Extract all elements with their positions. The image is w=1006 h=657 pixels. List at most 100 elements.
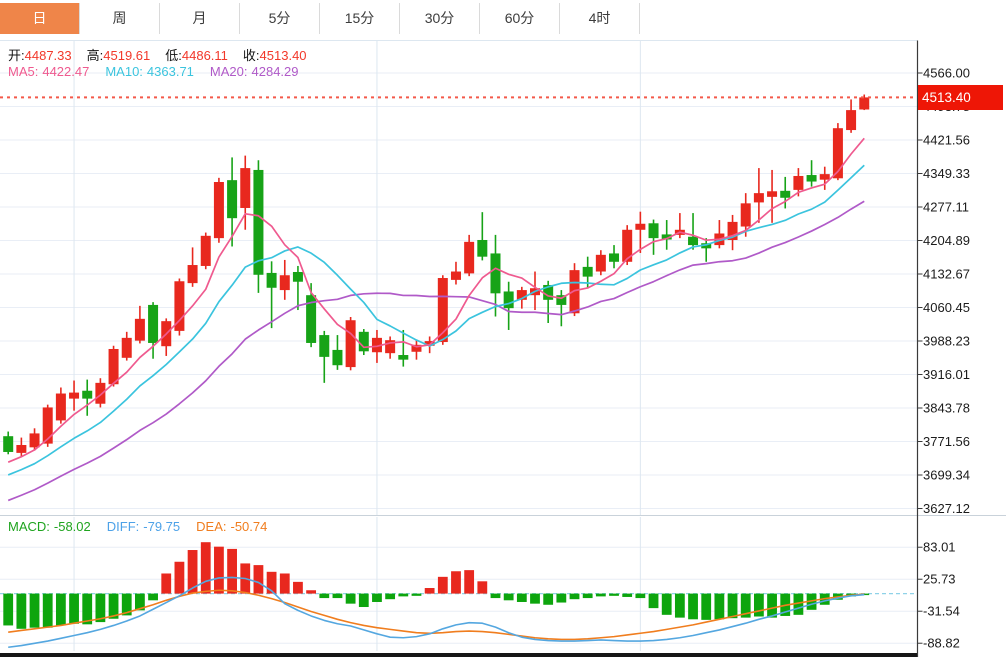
candle-body <box>253 169 264 275</box>
macd-bar <box>214 546 224 594</box>
candle-body <box>780 190 791 198</box>
tab-month[interactable]: 月 <box>160 3 240 34</box>
tab-30min[interactable]: 30分 <box>400 3 480 34</box>
candle-body <box>16 445 27 453</box>
candle-body <box>793 175 804 190</box>
tab-day[interactable]: 日 <box>0 3 80 34</box>
y-axis-tick-label: 3988.23 <box>923 333 970 348</box>
candle-body <box>411 344 422 352</box>
candle-body <box>648 223 659 239</box>
candle-body <box>753 193 764 203</box>
macd-bar <box>622 593 633 597</box>
tab-15min[interactable]: 15分 <box>320 3 400 34</box>
macd-bar <box>516 593 527 602</box>
macd-bar <box>266 571 277 594</box>
candle-body <box>213 182 224 239</box>
y-axis-tick-label: 3843.78 <box>923 401 970 416</box>
ma5-label: MA5: <box>8 64 39 79</box>
tab-5min[interactable]: 5分 <box>240 3 320 34</box>
macd-bar <box>648 593 659 609</box>
macd-bar <box>227 548 237 594</box>
candle-body <box>42 407 53 444</box>
macd-bar <box>530 593 540 604</box>
y-axis-tick-label: 4349.33 <box>923 166 970 181</box>
candle-body <box>806 175 817 182</box>
macd-bar <box>451 571 461 594</box>
candle-body <box>319 335 330 357</box>
candle-body <box>240 168 251 208</box>
y-axis-tick-label: 4204.89 <box>923 233 970 248</box>
macd-bar <box>16 593 27 629</box>
y-axis-tick-label: 4132.67 <box>923 267 970 282</box>
macd-bar <box>411 593 422 596</box>
macd-bar <box>688 593 698 620</box>
y-axis-tick-label: 4277.11 <box>923 200 969 215</box>
macd-axis-tick-label: -88.82 <box>923 636 960 651</box>
candle-body <box>29 433 40 448</box>
diff-label: DIFF: <box>106 519 140 534</box>
candle-body <box>701 243 712 249</box>
candle-body <box>424 341 435 346</box>
high-label: 高: <box>86 48 104 63</box>
macd-bar <box>279 573 290 594</box>
candle-body <box>82 390 93 399</box>
dea-value: -50.74 <box>230 519 268 534</box>
ma10-label: MA10: <box>105 64 143 79</box>
tab-week[interactable]: 周 <box>80 3 160 34</box>
candle-body <box>358 331 369 352</box>
macd-bar <box>95 593 106 623</box>
candle-body <box>582 266 593 277</box>
macd-bar <box>503 593 514 601</box>
macd-bar <box>767 593 777 618</box>
macd-bar <box>609 593 619 596</box>
macd-bar <box>358 593 369 608</box>
candle-body <box>266 272 277 288</box>
y-axis-tick-label: 4421.56 <box>923 132 970 147</box>
macd-bar <box>161 573 172 594</box>
candle-body <box>292 271 303 282</box>
candle-body <box>464 241 475 274</box>
macd-label: MACD: <box>8 519 50 534</box>
tab-4hour[interactable]: 4时 <box>560 3 640 34</box>
macd-bar <box>121 593 132 616</box>
ma10-value: 4363.71 <box>146 64 194 79</box>
candle-body <box>345 320 356 368</box>
candle-body <box>859 97 870 110</box>
macd-bar <box>174 561 185 594</box>
ohlc-readout: 开:4487.33 高:4519.61 低:4486.11 收:4513.40 <box>8 45 322 64</box>
y-axis-tick-label: 3627.12 <box>923 501 970 516</box>
ma5-line <box>7 137 865 463</box>
bottom-border <box>0 653 917 657</box>
candle-body <box>200 235 211 266</box>
timeframe-tabs: 日 周 月 5分 15分 30分 60分 4时 <box>0 0 1006 38</box>
candle-body <box>516 290 527 300</box>
open-value: 4487.33 <box>24 48 72 63</box>
macd-bar <box>319 593 330 599</box>
candle-body <box>148 304 159 343</box>
low-label: 低: <box>165 48 182 63</box>
tab-60min[interactable]: 60分 <box>480 3 560 34</box>
macd-readout: MACD: -58.02 DIFF: -79.75 DEA: -50.74 <box>8 519 283 534</box>
macd-bar <box>727 593 738 619</box>
close-label: 收: <box>242 48 260 63</box>
macd-bar <box>806 593 817 610</box>
candle-body <box>727 221 738 240</box>
candle-body <box>450 271 461 280</box>
macd-bar <box>595 593 606 597</box>
macd-bar <box>569 593 580 600</box>
candle-body <box>609 253 620 262</box>
macd-bar <box>661 593 672 615</box>
y-axis-tick-label: 3916.01 <box>923 367 970 382</box>
ma10-line <box>7 164 865 476</box>
candle-body <box>767 191 778 197</box>
macd-bar <box>42 593 53 628</box>
candle-body <box>187 265 198 284</box>
y-axis-tick-label: 3771.56 <box>923 434 970 449</box>
candle-body <box>635 223 646 230</box>
macd-bar <box>740 593 751 618</box>
candle-body <box>556 295 567 305</box>
macd-bar <box>385 593 396 600</box>
macd-bar <box>582 593 593 599</box>
y-axis-tick-label: 3699.34 <box>923 468 970 483</box>
